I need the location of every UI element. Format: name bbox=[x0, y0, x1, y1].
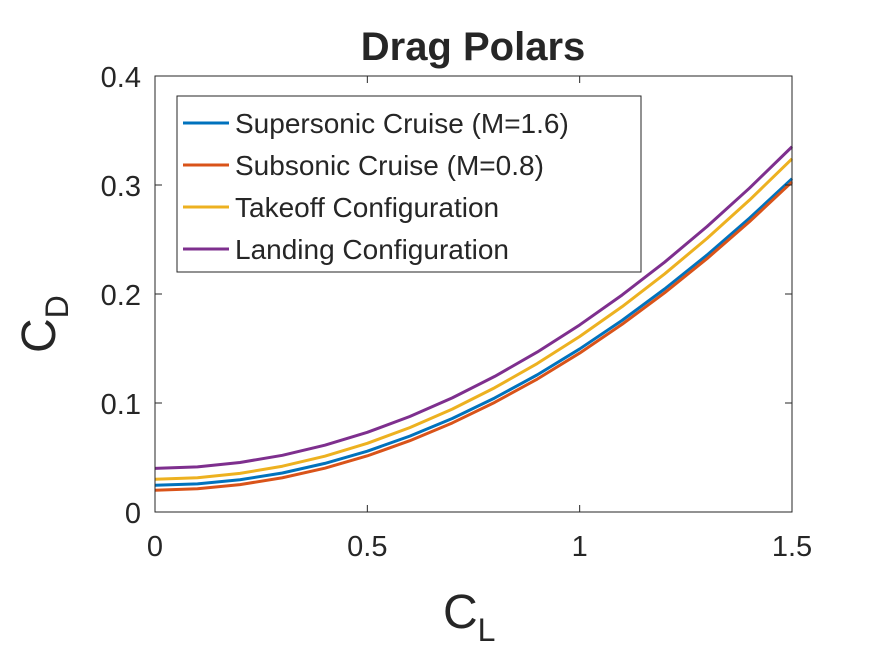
legend-label-3: Takeoff Configuration bbox=[235, 192, 499, 223]
y-tick-label: 0.3 bbox=[101, 171, 141, 203]
y-axis-label-sub: D bbox=[39, 295, 75, 318]
y-tick-label: 0.4 bbox=[101, 62, 141, 94]
y-tick-label: 0 bbox=[125, 498, 141, 530]
series-line-1 bbox=[154, 177, 794, 487]
tick-labels: 0 0.5 1 1.5 0 0.1 0.2 0.3 0.4 bbox=[101, 62, 812, 563]
plot-area bbox=[154, 145, 794, 492]
chart-title: Drag Polars bbox=[361, 25, 586, 69]
x-tick-label: 0 bbox=[147, 531, 163, 563]
x-axis-label: CL bbox=[443, 586, 495, 648]
axes bbox=[154, 75, 793, 513]
x-axis-label-main: C bbox=[443, 586, 478, 639]
x-tick-label: 1 bbox=[572, 531, 588, 563]
svg-text:CD: CD bbox=[13, 295, 75, 353]
x-axis-label-sub: L bbox=[478, 612, 496, 648]
x-tick-label: 1.5 bbox=[772, 531, 812, 563]
y-tick-label: 0.2 bbox=[101, 280, 141, 312]
legend: Supersonic Cruise (M=1.6) Subsonic Cruise… bbox=[176, 95, 642, 273]
legend-label-2: Subsonic Cruise (M=0.8) bbox=[235, 150, 544, 181]
legend-box bbox=[176, 95, 642, 273]
svg-text:CL: CL bbox=[443, 586, 495, 648]
series-line-3 bbox=[154, 157, 794, 481]
legend-label-4: Landing Configuration bbox=[235, 234, 509, 265]
x-tick-label: 0.5 bbox=[347, 531, 387, 563]
legend-label-1: Supersonic Cruise (M=1.6) bbox=[235, 108, 569, 139]
y-axis-label: CD bbox=[13, 295, 75, 353]
series-line-4 bbox=[154, 145, 794, 470]
y-tick-label: 0.1 bbox=[101, 389, 141, 421]
y-axis-label-main: C bbox=[13, 318, 66, 353]
series-line-2 bbox=[154, 180, 794, 492]
